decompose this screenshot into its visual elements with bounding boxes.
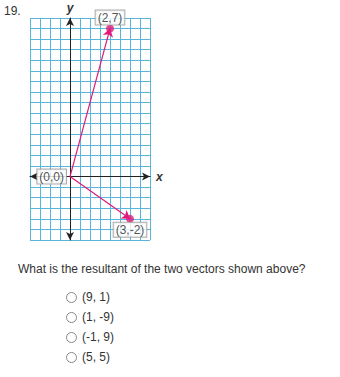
html-text:(9, 1): (9, 1) (82, 290, 110, 304)
svg-text:(3,-2): (3,-2) (116, 223, 145, 237)
svg-text:(2,7): (2,7) (98, 11, 123, 25)
html-text:19.: 19. (4, 4, 21, 18)
svg-text:(0,0): (0,0) (39, 170, 64, 184)
svg-text:y: y (66, 1, 75, 15)
svg-text:x: x (155, 170, 164, 184)
html-text:(1, -9): (1, -9) (82, 310, 114, 324)
html-text:What is the resultant of the t: What is the resultant of the two vectors… (18, 262, 306, 276)
html-text:(5, 5): (5, 5) (82, 350, 110, 364)
html-text:(-1, 9): (-1, 9) (82, 330, 114, 344)
